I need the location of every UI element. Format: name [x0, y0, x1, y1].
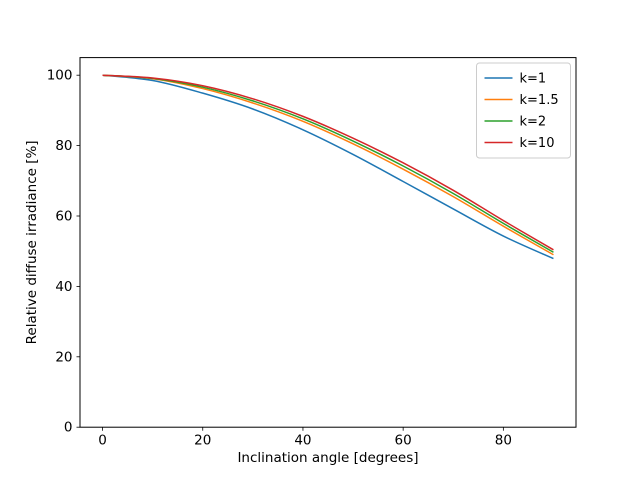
series-line-k-1-5	[102, 74, 554, 256]
series-line-k-2	[102, 74, 554, 253]
x-axis: 0 20 40 60 80	[98, 427, 512, 449]
y-tick-label: 80	[55, 138, 72, 154]
legend-label-k-10: k=10	[520, 136, 555, 151]
y-tick-label: 60	[55, 209, 72, 225]
x-tick-label: 20	[194, 433, 211, 449]
legend-item-k-10: k=10	[484, 136, 555, 151]
y-tick-label: 20	[55, 349, 72, 365]
series-lines	[102, 74, 554, 260]
series-line-k-10	[102, 74, 554, 251]
x-axis-label: Inclination angle [degrees]	[237, 450, 418, 466]
y-tick-label: 0	[64, 420, 73, 436]
y-tick-label: 100	[47, 68, 73, 84]
y-axis: 0 20 40 60 80 100	[47, 68, 80, 436]
x-tick-label: 40	[294, 433, 311, 449]
legend: k=1 k=1.5 k=2 k=10	[476, 62, 571, 159]
legend-label-k-1: k=1	[520, 72, 547, 87]
x-tick-label: 0	[98, 433, 107, 449]
legend-item-k-1-5: k=1.5	[484, 93, 559, 108]
legend-label-k-2: k=2	[520, 115, 547, 130]
legend-item-k-2: k=2	[484, 115, 547, 130]
x-tick-label: 80	[495, 433, 512, 449]
legend-box	[476, 62, 571, 159]
y-tick-label: 40	[55, 279, 72, 295]
plot-area	[79, 57, 577, 428]
series-line-k-1	[102, 74, 554, 260]
x-tick-label: 60	[395, 433, 412, 449]
legend-label-k-1-5: k=1.5	[520, 93, 559, 108]
legend-item-k-1: k=1	[484, 72, 547, 87]
legend-items: k=1 k=1.5 k=2 k=10	[484, 72, 559, 151]
y-axis-label: Relative diffuse irradiance [%]	[24, 140, 40, 344]
